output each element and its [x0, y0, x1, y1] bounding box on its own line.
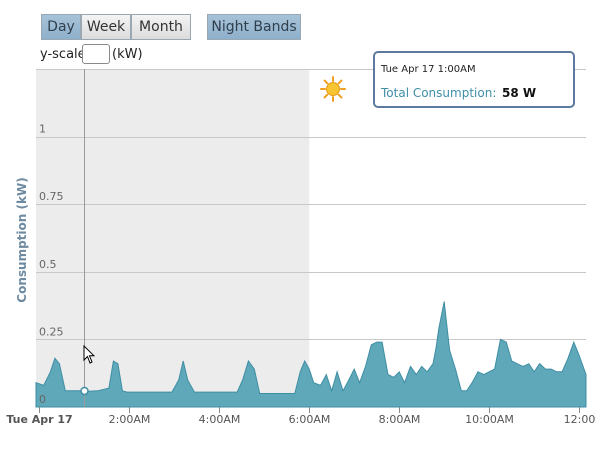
x-tick-label: 12:00: [564, 413, 596, 426]
week-button[interactable]: Week: [81, 14, 131, 40]
tooltip-series-name: Total Consumption:: [381, 86, 497, 100]
mouse-pointer-icon: [83, 345, 95, 364]
yscale-unit: (kW): [112, 47, 143, 62]
day-button[interactable]: Day: [41, 14, 81, 40]
x-tick-label: Tue Apr 17: [6, 413, 72, 426]
y-tick-label: 0: [39, 393, 46, 406]
y-tick-label: 0.5: [39, 258, 57, 271]
y-tick-label: 1: [39, 123, 46, 136]
y-tick-label: 0.75: [39, 190, 64, 203]
yscale-input[interactable]: [82, 44, 110, 64]
x-tick-label: 2:00AM: [109, 413, 151, 426]
night-band: [36, 69, 310, 407]
y-tick-label: 0.25: [39, 325, 64, 338]
hover-point: [80, 386, 89, 396]
hover-tooltip: Tue Apr 17 1:00AM Total Consumption: 58 …: [373, 51, 575, 108]
tooltip-value: 58 W: [502, 86, 537, 100]
series-area: [35, 301, 587, 408]
night-bands-toggle[interactable]: Night Bands: [207, 14, 301, 40]
month-button[interactable]: Month: [131, 14, 191, 40]
x-tick-label: 10:00AM: [465, 413, 514, 426]
tooltip-date: Tue Apr 17 1:00AM: [381, 64, 476, 75]
x-tick-label: 4:00AM: [199, 413, 241, 426]
x-tick-label: 6:00AM: [289, 413, 331, 426]
x-tick-label: 8:00AM: [379, 413, 421, 426]
sun-icon: [320, 76, 346, 102]
yscale-label: y-scale: [40, 47, 86, 62]
y-axis-title: Consumption (kW): [15, 177, 29, 302]
